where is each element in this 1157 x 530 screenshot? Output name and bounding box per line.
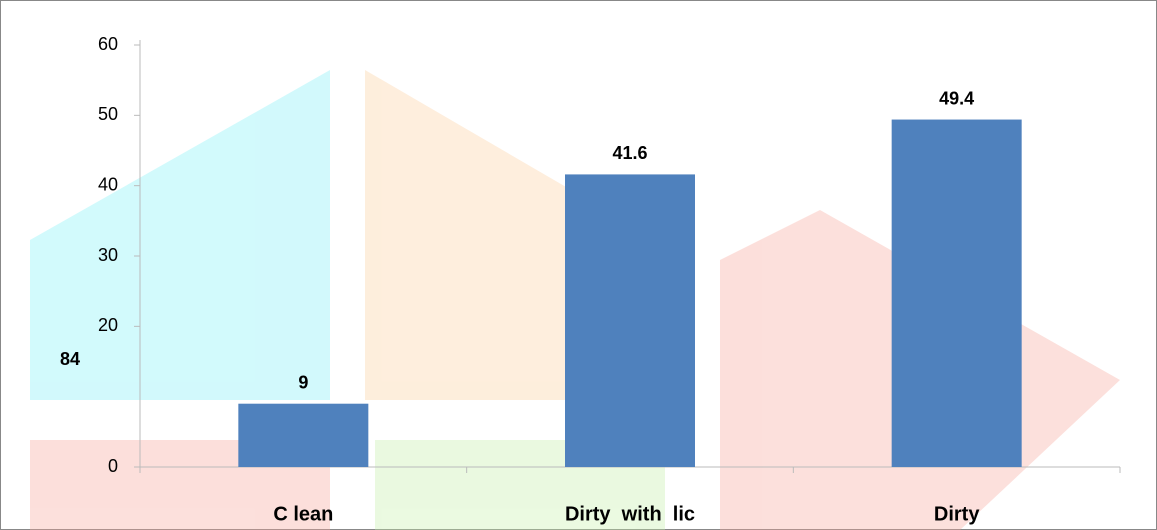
bar bbox=[565, 174, 695, 467]
x-tick-label: Dirty with lic bbox=[565, 503, 695, 525]
bar bbox=[892, 120, 1022, 467]
data-label: 49.4 bbox=[939, 88, 974, 108]
y-tick-label: 40 bbox=[98, 174, 118, 194]
y-tick-label: 30 bbox=[98, 245, 118, 265]
bar bbox=[238, 404, 368, 467]
data-label: 9 bbox=[298, 372, 308, 392]
y-tick-label: 50 bbox=[98, 104, 118, 124]
y-tick-label: 60 bbox=[98, 34, 118, 54]
data-label: 41.6 bbox=[612, 143, 647, 163]
annotation: 84 bbox=[60, 349, 80, 369]
y-tick-label: 0 bbox=[108, 456, 118, 476]
y-tick-label: 20 bbox=[98, 315, 118, 335]
x-tick-label: C lean bbox=[273, 503, 333, 525]
chart: 84 0 20 30 40 50 60 C lean 9 Dirty with lic 41.6 D… bbox=[0, 0, 1157, 530]
x-tick-label: Dirty bbox=[934, 503, 980, 525]
